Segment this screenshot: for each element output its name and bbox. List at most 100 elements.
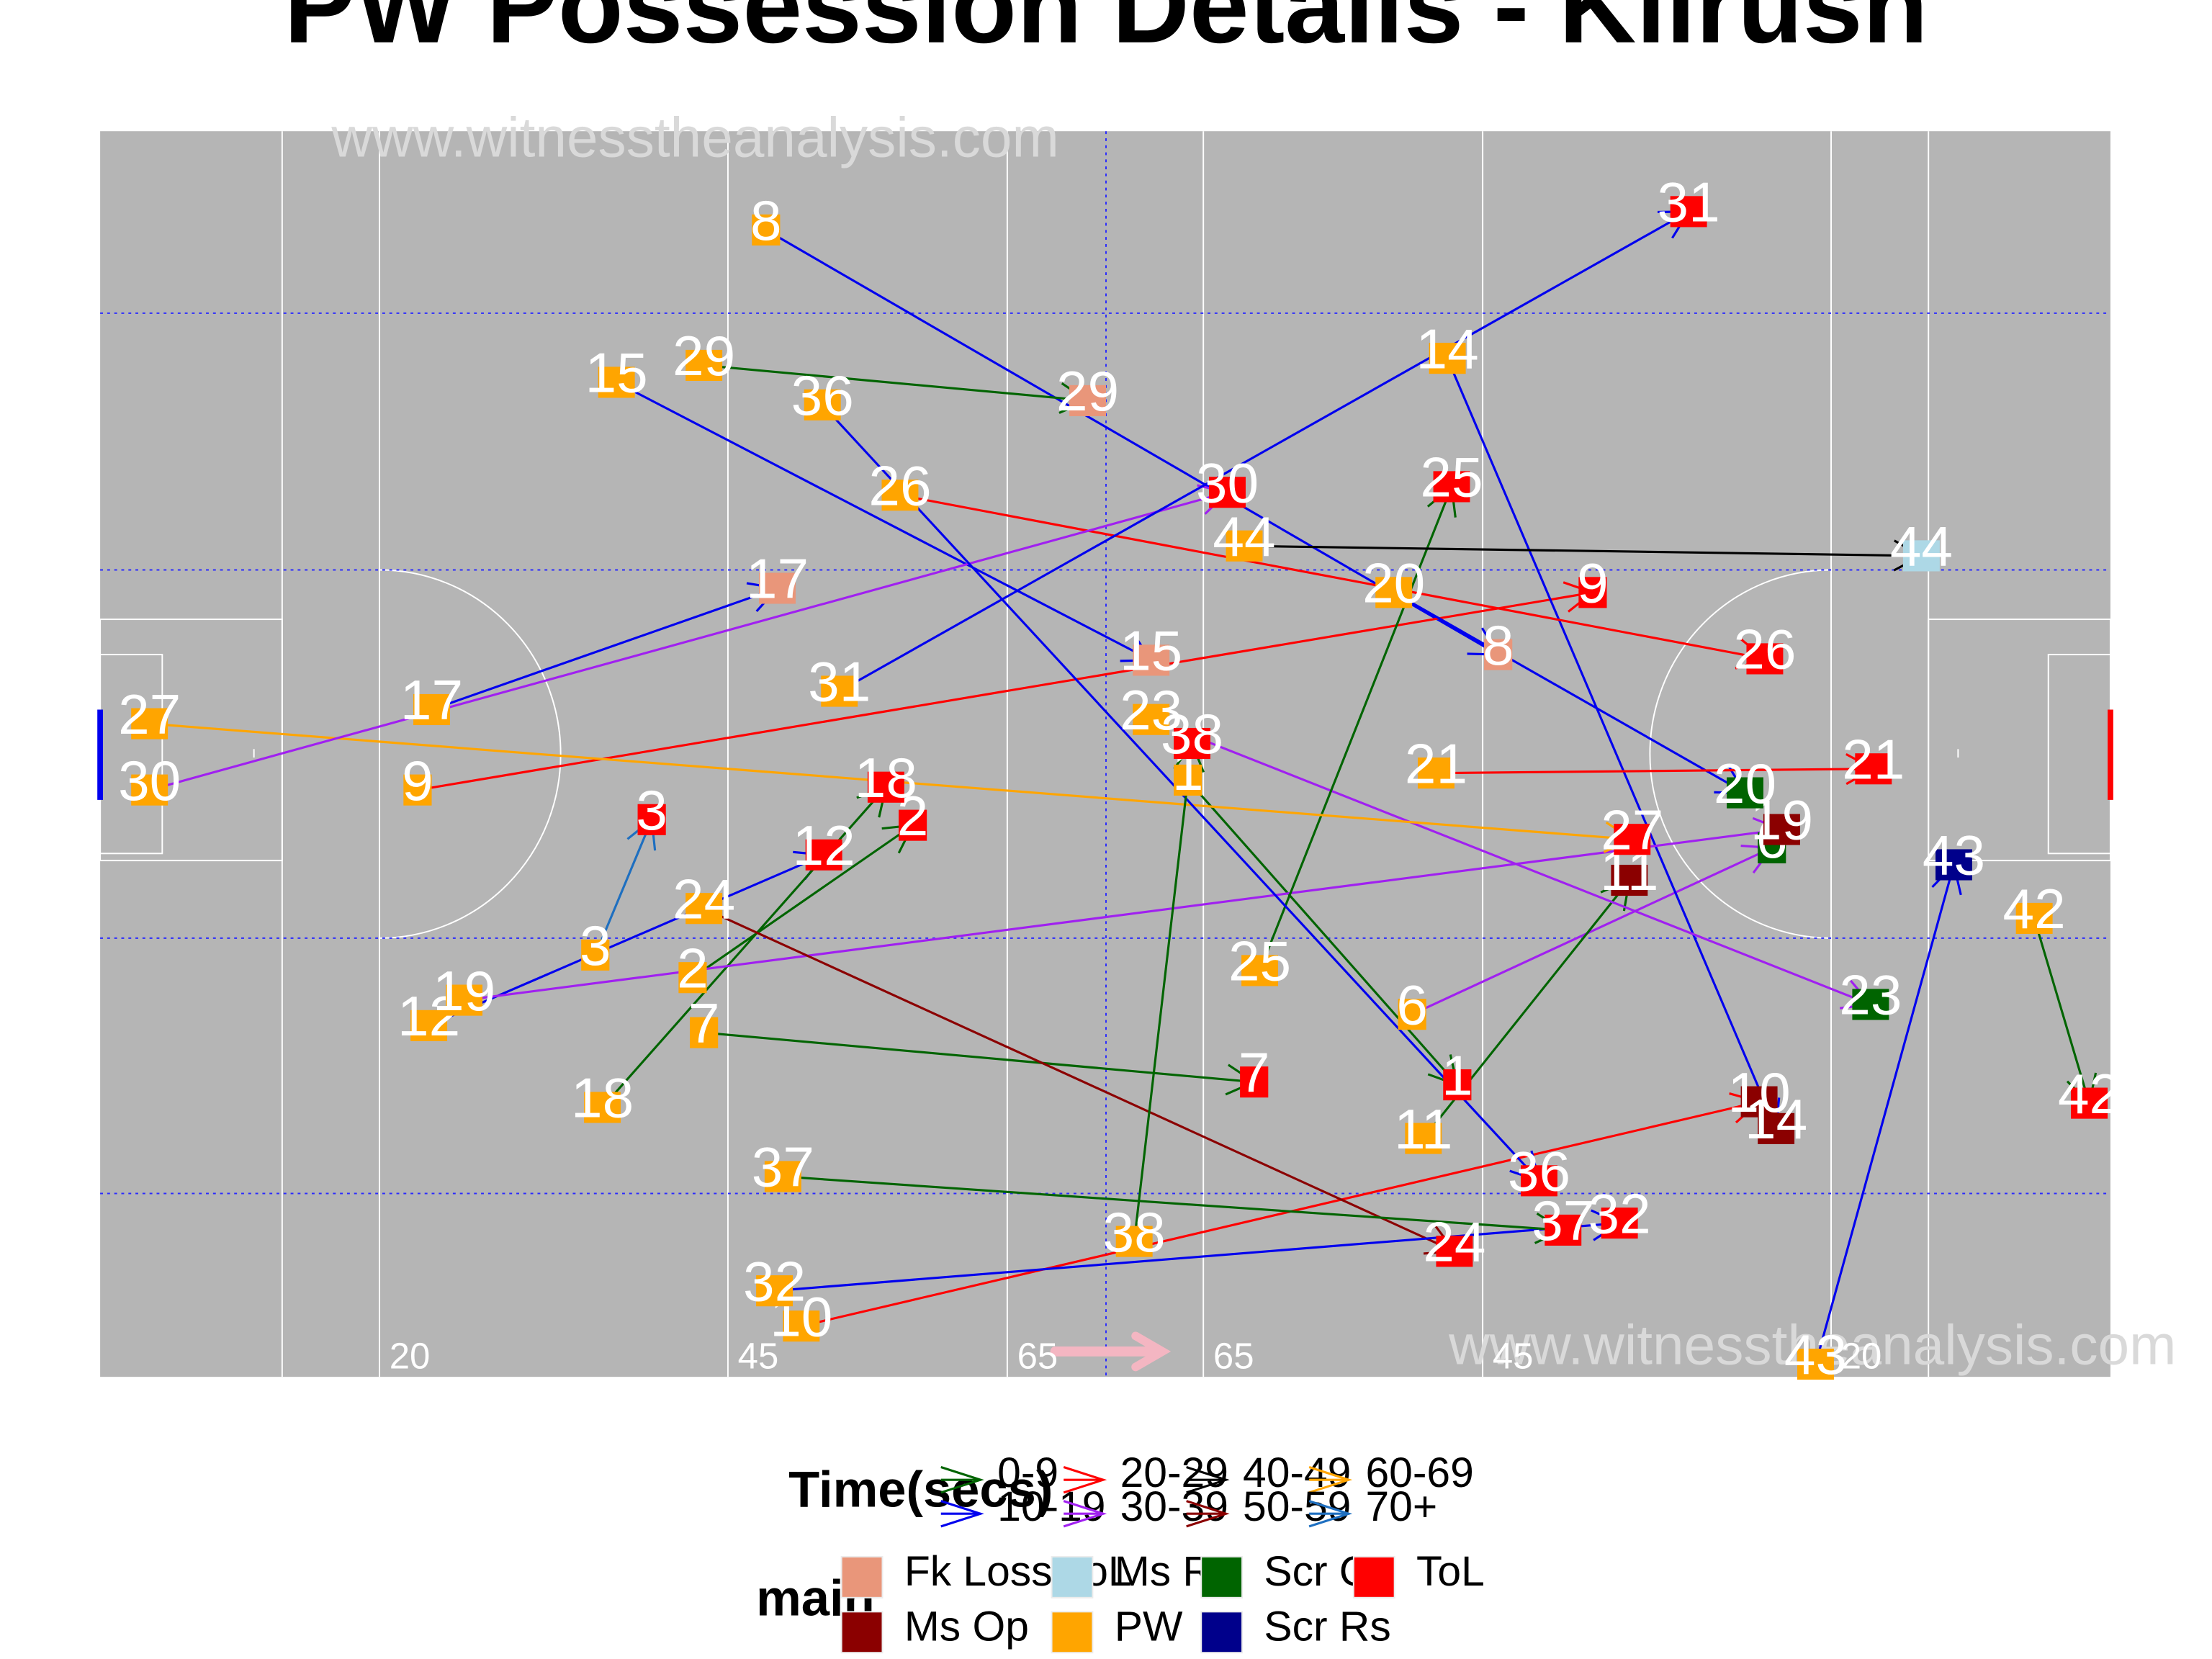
end-label-text: 32 [1588, 1182, 1651, 1245]
end-label: 2 [897, 784, 929, 848]
guide-lines [100, 131, 2110, 1377]
end-label-text: 37 [1532, 1189, 1594, 1252]
end-label-text: 36 [1508, 1140, 1570, 1203]
start-label-text: 36 [791, 364, 854, 427]
end-label-box [1855, 753, 1892, 785]
start-label-text: 20 [1362, 552, 1425, 615]
arrow-shaft [2033, 917, 2091, 1104]
start-label-box [1375, 577, 1413, 608]
legend-swatch [1052, 1612, 1092, 1653]
end-label-box [1614, 824, 1651, 855]
arrow-shaft [774, 1222, 1620, 1292]
start-label: 19 [433, 959, 495, 1022]
legend-time-label: 20-29 [1120, 1449, 1228, 1496]
start-label: 25 [1228, 930, 1291, 993]
arc-right [1649, 569, 1832, 939]
start-label-box [131, 708, 168, 739]
end-label-box [1069, 385, 1106, 416]
end-label: 37 [1532, 1189, 1594, 1252]
direction-arrow-head [1131, 1331, 1172, 1372]
legend: Time(secs) 0-9 20-29 40-49 60-69 10-19 30-39 5… [756, 1449, 1485, 1654]
arrow-shaft [783, 1175, 1563, 1231]
start-label-text: 37 [752, 1136, 814, 1199]
arrow-shaft [149, 491, 1228, 791]
end-label: 44 [1890, 515, 1953, 578]
start-label: 23 [1120, 678, 1182, 742]
end-label-box [1436, 1236, 1473, 1267]
arrow-shaft [703, 907, 1455, 1253]
end-label-box [1936, 849, 1972, 881]
start-label: 9 [402, 749, 433, 812]
end-label-text: 27 [1601, 798, 1663, 861]
watermark-top: www.witnesstheanalysis.com [331, 105, 1058, 168]
start-label-text: 2 [677, 936, 709, 999]
start-label: 6 [1396, 973, 1428, 1036]
start-label-text: 25 [1228, 930, 1291, 993]
yard-label: 20 [390, 1335, 431, 1376]
end-label-text: 43 [1923, 824, 1985, 887]
start-label-text: 21 [1405, 732, 1467, 795]
legend-main-label: Scr Rs [1264, 1604, 1390, 1650]
start-label: 14 [1416, 317, 1479, 380]
start-label: 44 [1213, 505, 1275, 568]
legend-main-item: Scr Rs [1200, 1604, 1391, 1654]
end-label-box [1852, 989, 1889, 1020]
start-label-text: 26 [868, 454, 931, 517]
end-label-box [1433, 471, 1470, 503]
end-label: 18 [855, 746, 917, 809]
end-label-text: 20 [1714, 752, 1776, 815]
start-label-box [446, 984, 483, 1016]
start-label-box [804, 389, 841, 421]
end-label-text: 26 [1733, 618, 1796, 681]
end-label-text: 7 [1238, 1040, 1270, 1104]
start-label-text: 27 [118, 683, 181, 746]
start-label: 42 [2003, 877, 2066, 940]
pitch-lines [99, 131, 2111, 1377]
legend-main-item: Fk Loss ToL [840, 1548, 1132, 1599]
end-label-text: 24 [1423, 1210, 1485, 1274]
start-label: 11 [1394, 1097, 1452, 1161]
arrow-shaft [1187, 779, 1459, 1086]
end-label-box [1611, 864, 1648, 896]
end-label: 15 [1120, 619, 1182, 683]
start-label: 43 [1784, 1323, 1847, 1386]
start-label-box [1241, 955, 1279, 986]
legend-time-item: 0-9 [940, 1449, 1058, 1496]
end-label-text: 18 [855, 746, 917, 809]
end-label: 8 [1483, 613, 1514, 677]
legend-time-items: 0-9 20-29 40-49 60-69 10-19 30-39 50-59 70+ [940, 1449, 1474, 1530]
start-label: 3 [580, 914, 611, 977]
arrow-shaft [616, 381, 1152, 662]
start-label-box [678, 962, 707, 994]
start-label: 20 [1362, 552, 1425, 615]
end-label-text: 23 [1839, 963, 1902, 1027]
legend-time-item: 60-69 [1308, 1449, 1474, 1496]
start-label: 15 [585, 341, 648, 405]
end-label-text: 30 [1196, 451, 1259, 514]
start-label-text: 19 [433, 959, 495, 1022]
arrow-shaft [1133, 743, 1194, 1242]
legend-swatch [842, 1612, 882, 1653]
start-label-box [1429, 343, 1466, 374]
start-label-box [2015, 902, 2053, 934]
yard-label: 20 [1841, 1335, 1882, 1376]
end-label-text: 1 [1442, 1043, 1473, 1107]
start-label-text: 14 [1416, 317, 1479, 380]
end-label: 23 [1839, 963, 1902, 1027]
start-label-box [1405, 1123, 1442, 1154]
end-label-box [899, 809, 927, 841]
end-label-text: 14 [1745, 1087, 1807, 1151]
start-label-box [410, 1010, 448, 1041]
arrow-shaft [838, 210, 1689, 693]
start-label-text: 15 [585, 341, 648, 405]
start-label: 27 [118, 683, 181, 746]
start-label-box [685, 893, 723, 925]
legend-time-item: 10-19 [940, 1483, 1105, 1530]
start-label-box [685, 349, 723, 381]
start-label: 2 [677, 936, 709, 999]
end-label-box [1746, 643, 1784, 675]
start-label-box [1115, 1226, 1153, 1257]
start-label-text: 30 [118, 749, 181, 812]
arrow-shaft [801, 1100, 1760, 1328]
